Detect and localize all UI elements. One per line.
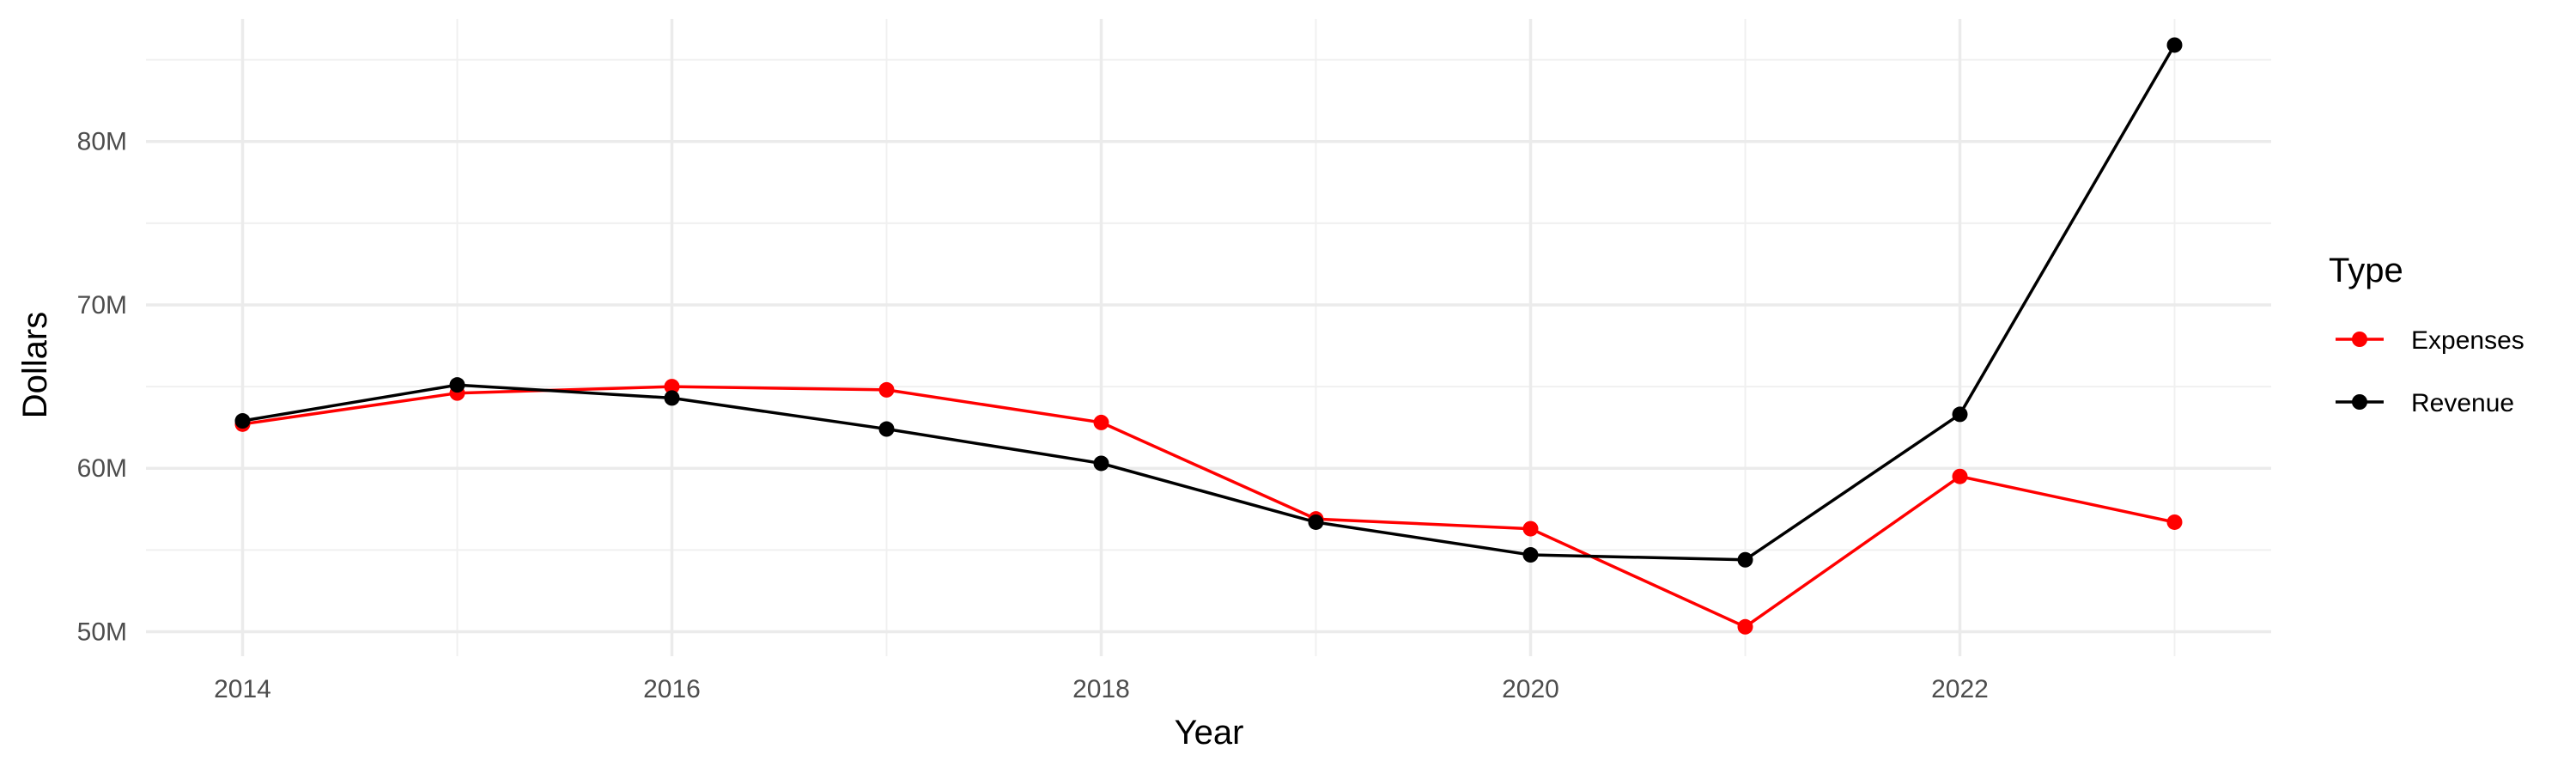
data-point-revenue [1952,406,1968,423]
x-tick-label: 2022 [1931,675,1989,703]
data-point-revenue [1093,455,1109,472]
y-axis-title: Dollars [16,312,54,418]
legend-key-point [2352,332,2367,347]
x-tick-label: 2020 [1502,675,1559,703]
y-tick-label: 70M [77,291,127,320]
x-tick-label: 2018 [1072,675,1130,703]
data-point-revenue [1522,547,1539,563]
y-tick-label: 50M [77,618,127,646]
data-point-revenue [449,377,465,393]
data-point-revenue [234,413,251,429]
series-expenses [234,379,2183,635]
legend-label: Revenue [2411,389,2514,417]
series-revenue [234,37,2183,568]
legend-label: Expenses [2411,326,2524,355]
series-layer [234,37,2183,635]
data-point-expenses [1522,520,1539,537]
data-point-expenses [1737,618,1753,635]
y-tick-label: 80M [77,128,127,156]
data-point-revenue [878,421,895,437]
data-point-revenue [2166,37,2183,53]
data-point-revenue [1308,514,1324,530]
data-point-expenses [2166,514,2183,530]
data-point-expenses [1952,468,1968,484]
legend-title: Type [2329,252,2403,289]
x-tick-label: 2016 [643,675,701,703]
legend-key-point [2352,394,2367,410]
legend-items: Expenses Revenue [2336,326,2524,417]
tick-labels: 2014 2016 2018 2020 2022 50M 60M 70M 80M [77,128,1989,703]
x-axis-title: Year [1175,714,1244,752]
data-point-expenses [1093,414,1109,430]
x-tick-label: 2014 [214,675,271,703]
y-tick-label: 60M [77,454,127,483]
legend: Type Expenses Revenue [2329,252,2524,417]
legend-item-expenses: Expenses [2336,326,2524,355]
data-point-revenue [1737,551,1753,568]
grid-lines [146,19,2271,656]
series-line-expenses [242,385,2175,629]
data-point-expenses [878,381,895,398]
data-point-revenue [664,390,680,406]
series-line-revenue [242,44,2177,562]
data-point-expenses [664,379,680,395]
legend-item-revenue: Revenue [2336,389,2514,417]
